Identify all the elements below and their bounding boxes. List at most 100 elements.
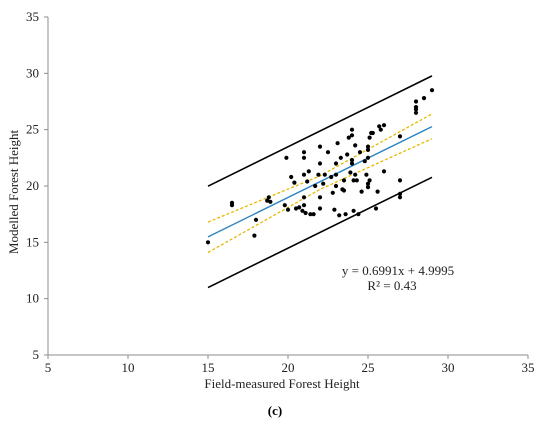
data-point bbox=[305, 179, 310, 184]
data-point bbox=[311, 212, 316, 217]
data-point bbox=[252, 233, 257, 238]
data-point bbox=[351, 208, 356, 213]
regression-line bbox=[207, 125, 433, 238]
data-point bbox=[365, 181, 371, 186]
y-tick-label: 20 bbox=[26, 178, 39, 193]
data-point bbox=[266, 195, 271, 200]
data-point bbox=[293, 206, 299, 211]
data-point bbox=[365, 147, 371, 152]
data-point bbox=[313, 183, 318, 189]
data-point bbox=[381, 169, 387, 174]
data-point bbox=[316, 172, 321, 177]
data-point bbox=[292, 180, 297, 185]
data-point bbox=[397, 195, 403, 200]
data-point bbox=[351, 178, 356, 183]
x-tick-label: 5 bbox=[45, 360, 52, 375]
data-point bbox=[330, 190, 335, 195]
y-axis-title: Modelled Forest Height bbox=[6, 130, 21, 255]
figure-caption: (c) bbox=[267, 403, 283, 418]
data-point bbox=[349, 127, 355, 132]
y-tick-label: 5 bbox=[33, 347, 40, 362]
data-points bbox=[205, 88, 435, 245]
data-point bbox=[353, 172, 358, 177]
data-point bbox=[413, 105, 419, 110]
y-tick-label: 10 bbox=[26, 291, 39, 306]
data-point bbox=[337, 213, 342, 218]
data-point bbox=[370, 130, 375, 136]
upper-confidence-line bbox=[207, 113, 433, 223]
data-point bbox=[317, 206, 323, 211]
data-point bbox=[253, 217, 259, 222]
data-point bbox=[325, 150, 331, 155]
data-point bbox=[348, 170, 353, 175]
data-point bbox=[377, 124, 382, 129]
data-point bbox=[301, 195, 307, 200]
data-point bbox=[308, 212, 313, 217]
data-point bbox=[317, 195, 323, 200]
data-point bbox=[229, 203, 235, 208]
x-tick-label: 10 bbox=[122, 360, 135, 375]
data-point bbox=[335, 141, 340, 146]
x-tick-label: 15 bbox=[202, 360, 215, 375]
data-point bbox=[297, 205, 302, 210]
data-point bbox=[378, 127, 383, 132]
data-point bbox=[303, 210, 308, 216]
data-point bbox=[373, 206, 379, 211]
data-point bbox=[365, 155, 371, 160]
data-point bbox=[285, 207, 291, 212]
data-point bbox=[301, 172, 307, 177]
data-point bbox=[306, 169, 311, 174]
upper-prediction-bound bbox=[207, 75, 433, 187]
regression-equation: y = 0.6991x + 4.9995 bbox=[342, 263, 454, 278]
data-point bbox=[333, 172, 339, 177]
data-point bbox=[349, 158, 355, 163]
data-point bbox=[341, 188, 347, 193]
data-point bbox=[353, 143, 358, 148]
data-point bbox=[338, 155, 343, 160]
data-point bbox=[333, 183, 339, 189]
x-tick-label: 35 bbox=[522, 360, 535, 375]
y-tick-label: 30 bbox=[26, 65, 39, 80]
r-squared-label: R² = 0.43 bbox=[367, 278, 416, 293]
data-point bbox=[359, 189, 364, 194]
data-point bbox=[413, 99, 419, 104]
data-point bbox=[322, 172, 327, 177]
data-point bbox=[365, 144, 371, 149]
data-point bbox=[301, 155, 307, 160]
data-point bbox=[341, 178, 347, 183]
data-point bbox=[367, 135, 372, 140]
y-tick-label: 15 bbox=[26, 234, 39, 249]
regression-line-group bbox=[207, 125, 433, 238]
lower-prediction-bound bbox=[207, 176, 433, 289]
chart-axes: 5 10 15 20 25 30 35 5 10 15 20 25 30 35 bbox=[26, 9, 535, 375]
data-point bbox=[332, 207, 337, 212]
data-point bbox=[429, 88, 435, 93]
data-point bbox=[349, 161, 355, 166]
data-point bbox=[345, 152, 350, 157]
data-point bbox=[289, 174, 294, 180]
data-point bbox=[397, 191, 403, 196]
data-point bbox=[282, 203, 287, 208]
data-point bbox=[268, 199, 273, 204]
y-tick-label: 25 bbox=[26, 122, 39, 137]
data-point bbox=[284, 155, 289, 160]
data-point bbox=[397, 178, 403, 183]
data-point bbox=[333, 161, 339, 166]
data-point bbox=[397, 134, 403, 139]
data-point bbox=[300, 208, 305, 213]
x-axis-title: Field-measured Forest Height bbox=[204, 376, 360, 391]
x-tick-label: 25 bbox=[362, 360, 375, 375]
data-point bbox=[362, 159, 367, 164]
data-point bbox=[301, 203, 307, 208]
data-point bbox=[301, 150, 307, 155]
data-point bbox=[421, 96, 427, 101]
data-point bbox=[265, 198, 270, 203]
lower-confidence-line bbox=[207, 138, 433, 254]
x-tick-label: 30 bbox=[442, 360, 455, 375]
data-point bbox=[329, 174, 334, 180]
x-tick-label: 20 bbox=[282, 360, 295, 375]
data-point bbox=[317, 144, 323, 149]
data-point bbox=[321, 181, 326, 186]
